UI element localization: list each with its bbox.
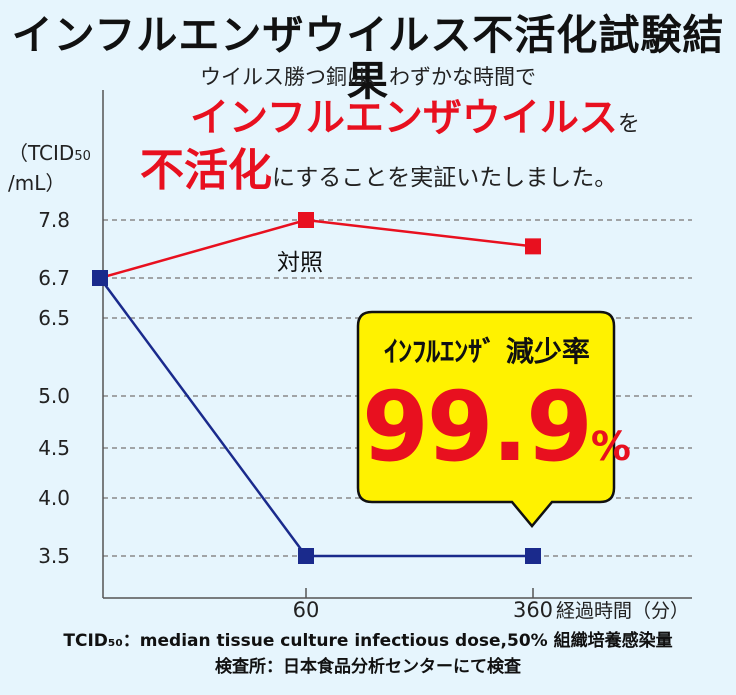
headline-inactivation: 不活化 [140,145,272,196]
headline-rest: にすることを実証いたしました。 [272,165,618,191]
x-tick-labels: 60 360 経過時間（分） [293,598,689,622]
bubble-unit: % [590,424,631,470]
chart-title: インフルエンザウイルス不活化試験結果 [11,11,725,105]
y-tick-7.8: 7.8 [38,208,70,232]
reduction-bubble [356,310,616,528]
series [92,212,541,564]
headline-particle: を [617,112,640,137]
y-tick-4.0: 4.0 [38,486,70,510]
headline-line-3: 不活化にすることを実証いたしました。 [140,146,617,205]
footnote-lab: 検査所：日本食品分析センターにて検査 [215,657,521,677]
bubble-shape [356,310,616,528]
footnote-tcid: TCID₅₀：median tissue culture infectious … [63,631,673,651]
y-unit-line2: /mL） [8,171,66,195]
series-label-control: 対照 [277,250,323,276]
y-unit-label: （TCID [8,141,75,165]
bubble-label: ｲﾝﾌﾙｴﾝｻﾞ 減少率 [384,335,590,368]
headline-line-2: インフルエンザウイルスを [190,97,640,148]
bubble-value-wrap: 99.9% [362,371,631,502]
x-tick-60: 60 [293,598,320,622]
series-1-point-360 [525,548,541,564]
y-tick-6.5: 6.5 [38,306,70,330]
series-0-point-360 [525,238,541,255]
headline-virus: インフルエンザウイルス [190,96,618,141]
y-tick-4.5: 4.5 [38,436,70,460]
y-tick-3.5: 3.5 [38,544,70,568]
y-tick-labels: 3.5 4.0 4.5 5.0 6.5 6.7 7.8 [38,208,70,568]
y-unit-sub: 50 [74,149,91,164]
y-tick-6.7: 6.7 [38,266,70,290]
series-0-point-60 [298,212,314,228]
y-axis-unit: （TCID50 /mL） [8,140,91,196]
axes [102,90,692,599]
series-labels: 対照 [277,250,323,276]
x-axis-label: 経過時間（分） [556,600,689,622]
bubble-value: 99.9 [362,371,593,483]
chart-subtitle: ウイルス勝つ銅は、わずかな時間で [200,65,536,89]
y-tick-5.0: 5.0 [38,384,70,408]
series-1-point-60 [298,548,314,564]
series-1-point-0 [92,270,108,286]
x-tick-360: 360 [513,598,553,622]
